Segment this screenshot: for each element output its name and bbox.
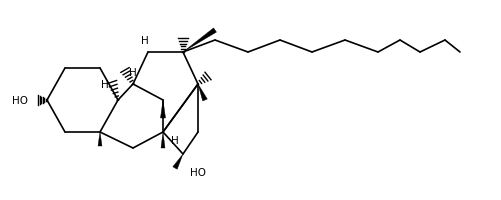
Text: HO: HO [189, 167, 205, 177]
Polygon shape [160, 100, 165, 118]
Polygon shape [197, 85, 207, 101]
Polygon shape [161, 132, 165, 148]
Text: H: H [101, 80, 109, 90]
Text: H: H [171, 135, 178, 145]
Polygon shape [172, 154, 183, 169]
Text: H: H [141, 36, 149, 46]
Text: H: H [129, 68, 137, 78]
Polygon shape [98, 132, 102, 146]
Polygon shape [183, 29, 216, 53]
Text: HO: HO [12, 96, 28, 105]
